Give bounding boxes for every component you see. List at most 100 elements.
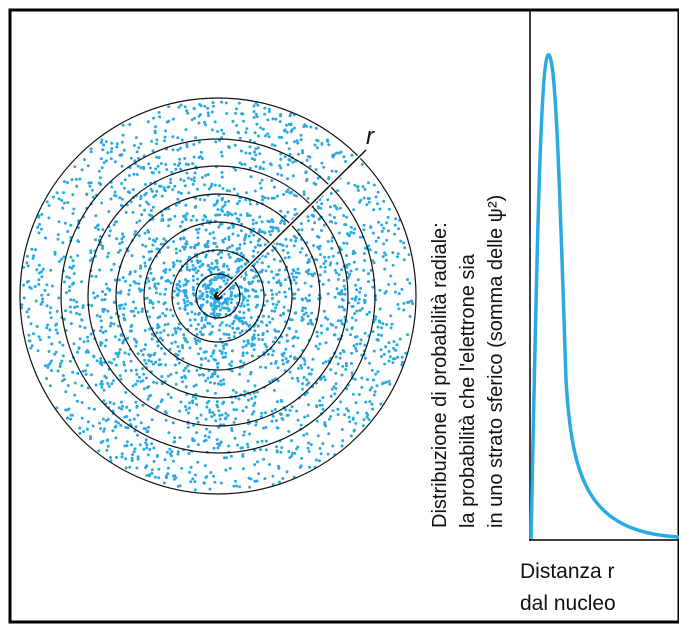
dot (260, 261, 264, 265)
dot (364, 294, 367, 297)
dot (122, 186, 126, 190)
dot (383, 251, 386, 255)
dot (219, 256, 223, 260)
dot (146, 276, 150, 280)
dot (129, 270, 133, 274)
dot (134, 382, 138, 386)
dot (306, 322, 310, 326)
dot (203, 120, 207, 124)
dot (362, 252, 366, 255)
dot (329, 192, 333, 195)
dot (242, 361, 246, 365)
dot (223, 275, 227, 279)
dot (196, 269, 200, 273)
dot (291, 160, 295, 164)
dot (389, 274, 393, 278)
dot (326, 140, 330, 143)
dot (216, 208, 220, 212)
dot (334, 371, 338, 375)
y-label-line: Distribuzione di probabilità radiale: (429, 222, 451, 528)
dot (199, 104, 203, 108)
dot (112, 194, 116, 197)
dot (318, 342, 322, 346)
dot (117, 338, 121, 342)
dot (178, 306, 182, 310)
dot (167, 431, 171, 435)
dot (209, 375, 213, 379)
dot (334, 325, 338, 329)
dot (198, 330, 202, 334)
dot (300, 247, 304, 250)
dot (292, 278, 296, 282)
dot (278, 242, 282, 246)
dot (265, 329, 269, 333)
dot (296, 336, 300, 340)
dot (171, 188, 175, 192)
dot (122, 316, 126, 320)
dot (230, 349, 234, 353)
dot (227, 444, 231, 448)
dot (134, 344, 138, 348)
dot (150, 300, 154, 304)
dot (301, 149, 304, 153)
dot (226, 213, 230, 217)
dot (355, 309, 359, 313)
dot (285, 141, 289, 145)
dot (225, 189, 229, 193)
dot (80, 416, 84, 420)
dot (97, 449, 101, 453)
dot (349, 225, 353, 229)
dot (158, 184, 161, 188)
dot (383, 362, 387, 366)
dot (61, 343, 65, 347)
dot (34, 299, 38, 303)
dot (324, 360, 328, 364)
dot (128, 272, 132, 276)
dot (272, 349, 276, 353)
dot (148, 354, 152, 358)
dot (155, 381, 159, 385)
dot (234, 479, 237, 483)
dot (108, 229, 112, 233)
dot (239, 251, 243, 255)
dot (275, 426, 279, 430)
dot (265, 299, 269, 303)
dot (136, 164, 140, 168)
dot (96, 223, 100, 227)
dot (205, 241, 209, 245)
dot (210, 128, 214, 132)
dot (195, 368, 199, 372)
dot (273, 144, 277, 148)
dot (86, 335, 89, 339)
dot (277, 135, 281, 139)
dot (206, 111, 210, 115)
dot (302, 193, 306, 196)
dot (209, 296, 213, 300)
dot (237, 101, 241, 105)
dot (118, 242, 122, 246)
dot (228, 466, 232, 470)
dot (146, 229, 150, 232)
dot (400, 355, 404, 359)
dot (262, 457, 266, 461)
dot (191, 274, 195, 278)
dot (326, 198, 330, 202)
dot (216, 130, 220, 133)
dot (308, 465, 311, 469)
dot (180, 138, 184, 142)
dot (382, 242, 386, 246)
dot (271, 340, 275, 344)
dot (40, 293, 44, 297)
dot (147, 279, 151, 283)
dot (156, 282, 160, 286)
dot (314, 344, 318, 348)
dot (120, 140, 124, 144)
dot (284, 357, 288, 361)
dot (123, 351, 127, 355)
y-label: Distribuzione di probabilità radiale: la… (429, 195, 507, 528)
dot (188, 268, 192, 272)
dot (200, 176, 204, 179)
dot (216, 276, 220, 280)
dot (142, 387, 146, 391)
dot (231, 326, 235, 330)
